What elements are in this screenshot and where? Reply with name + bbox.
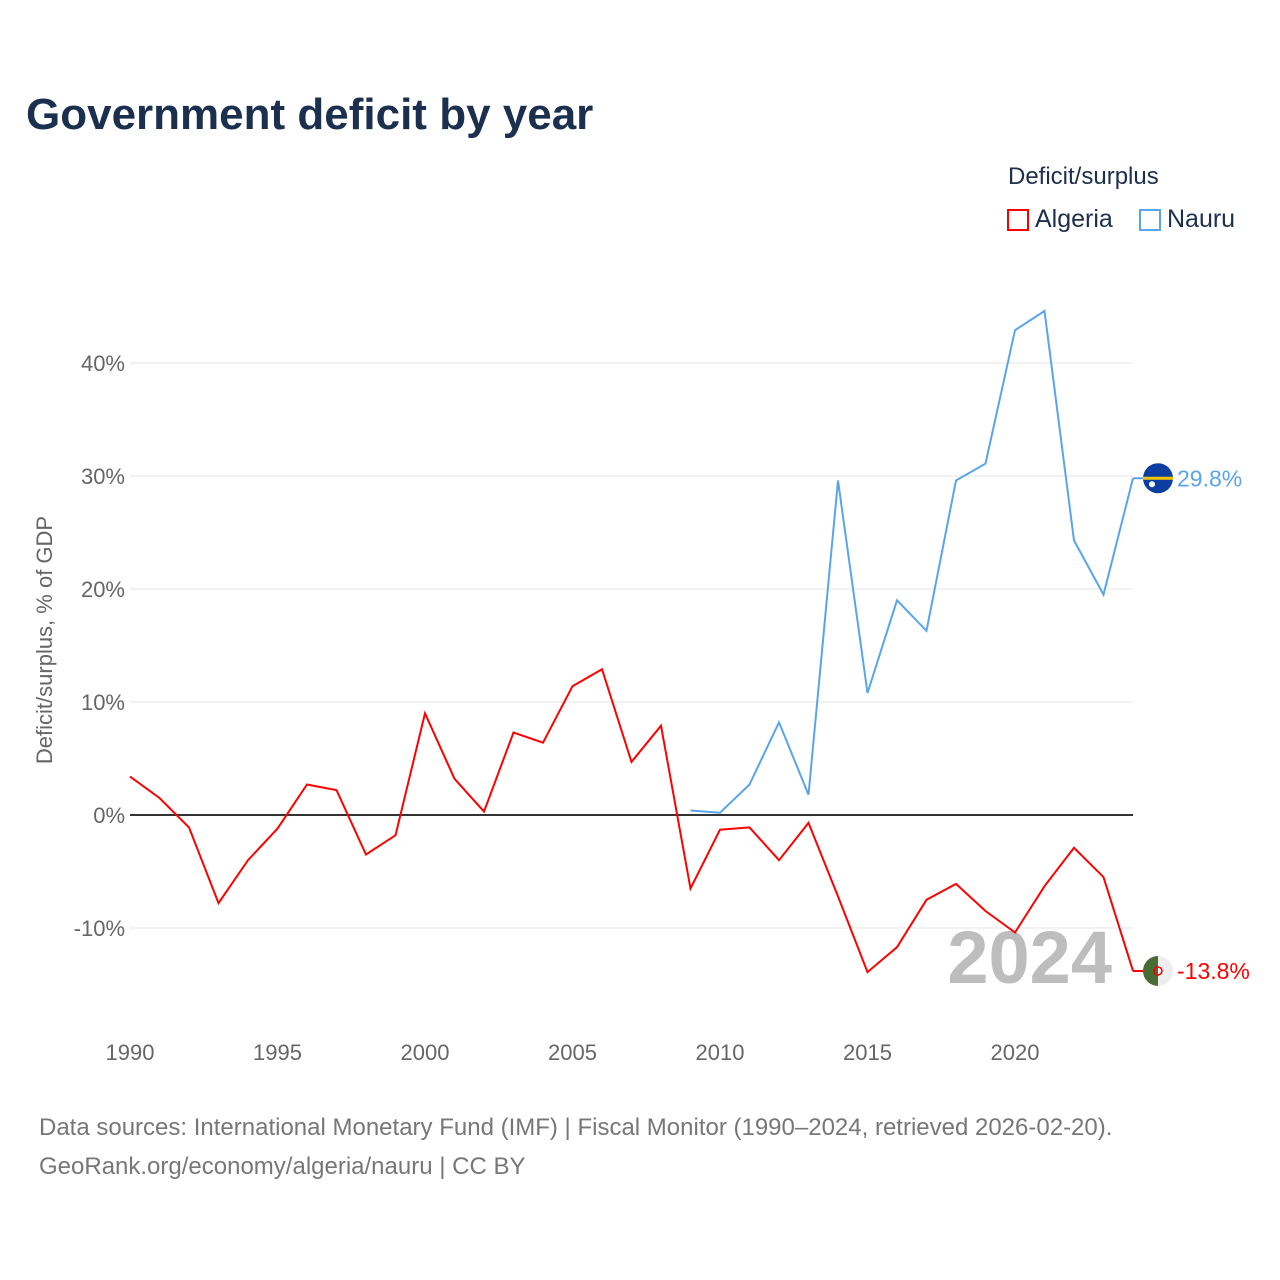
source-line: Data sources: International Monetary Fun… <box>39 1114 1113 1141</box>
x-tick-label: 2020 <box>991 1040 1040 1065</box>
chart-title: Government deficit by year <box>26 90 594 139</box>
x-tick-label: 2005 <box>548 1040 597 1065</box>
y-tick-label: 40% <box>81 351 125 376</box>
x-tick-label: 1990 <box>106 1040 155 1065</box>
legend-swatch <box>1139 208 1161 231</box>
y-tick-label: 20% <box>81 577 125 602</box>
legend-label: Algeria <box>1035 205 1113 233</box>
y-tick-label: 0% <box>93 803 125 828</box>
algeria-flag-crescent <box>1153 966 1163 976</box>
x-tick-label: 2000 <box>401 1040 450 1065</box>
source-note: Data sources: International Monetary Fun… <box>39 1108 1112 1186</box>
legend-item-algeria[interactable]: Algeria <box>1007 205 1113 234</box>
y-axis-label: Deficit/surplus, % of GDP <box>32 516 57 764</box>
end-value-label: -13.8% <box>1177 958 1250 984</box>
legend-swatch <box>1007 208 1029 231</box>
legend-label: Nauru <box>1167 205 1236 233</box>
nauru-flag-stripe <box>1143 476 1173 480</box>
series-line-nauru <box>690 309 1134 814</box>
year-watermark: 2024 <box>947 916 1112 999</box>
algeria-flag-green <box>1143 955 1158 986</box>
source-link[interactable]: GeoRank.org/economy/algeria/nauru | CC B… <box>39 1153 526 1180</box>
x-tick-label: 2010 <box>696 1040 745 1065</box>
y-tick-label: 30% <box>81 464 125 489</box>
x-tick-label: 2015 <box>843 1040 892 1065</box>
series-line-algeria <box>129 667 1134 974</box>
nauru-flag-star <box>1149 481 1155 488</box>
legend-title: Deficit/surplus <box>1008 163 1159 190</box>
y-tick-label: 10% <box>81 690 125 715</box>
y-tick-label: -10% <box>74 916 125 941</box>
legend-item-nauru[interactable]: Nauru <box>1139 205 1235 234</box>
end-value-label: 29.8% <box>1177 465 1242 491</box>
x-tick-label: 1995 <box>253 1040 302 1065</box>
